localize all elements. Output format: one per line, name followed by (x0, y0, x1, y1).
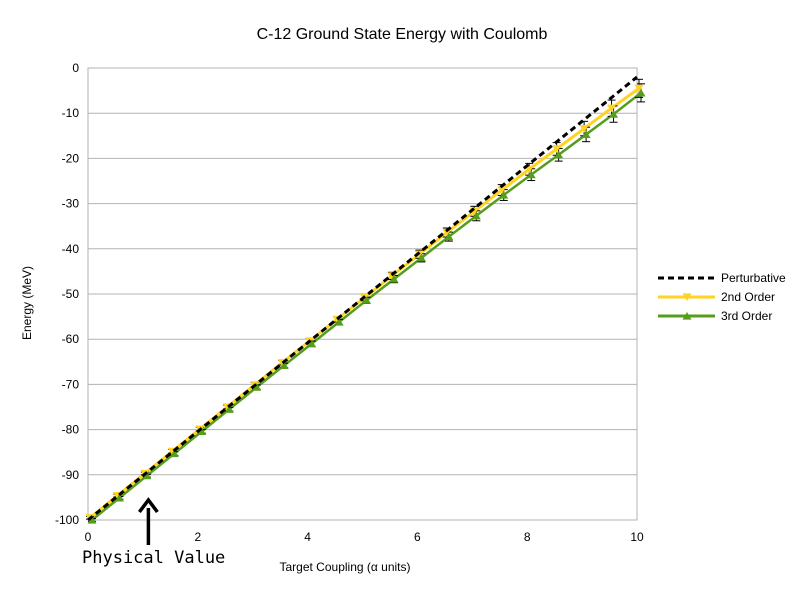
point-3rd-order (499, 190, 509, 199)
point-3rd-order (307, 339, 317, 348)
y-tick-label: -80 (62, 423, 80, 437)
y-tick-label: -30 (62, 197, 80, 211)
point-2nd-order (634, 84, 644, 93)
x-tick-label: 10 (630, 530, 644, 544)
y-tick-label: -60 (62, 332, 80, 346)
series-layer (85, 75, 646, 524)
y-tick-label: -100 (55, 513, 79, 527)
point-3rd-order (471, 211, 481, 220)
point-2nd-order (607, 104, 617, 113)
point-2nd-order (552, 145, 562, 153)
y-tick-label: -10 (62, 106, 80, 120)
point-3rd-order (362, 296, 371, 304)
legend-swatch-marker (682, 293, 692, 302)
legend-swatch-marker (682, 311, 692, 320)
legend-item: Perturbative (658, 271, 786, 285)
point-2nd-order (579, 124, 589, 133)
y-tick-label: -90 (62, 468, 80, 482)
y-tick-label: -70 (62, 377, 80, 391)
point-3rd-order (581, 130, 591, 139)
point-3rd-order (252, 383, 262, 391)
point-3rd-order (444, 232, 454, 241)
point-3rd-order (416, 253, 426, 262)
point-3rd-order (224, 405, 234, 413)
legend-item: 2nd Order (658, 290, 775, 304)
point-3rd-order (609, 110, 619, 118)
point-2nd-order (442, 228, 452, 237)
annotation-group: Physical Value (82, 497, 225, 568)
y-axis-label: Energy (MeV) (20, 266, 34, 340)
point-3rd-order (334, 317, 344, 326)
legend-item: 3rd Order (658, 309, 772, 323)
x-tick-label: 6 (414, 530, 421, 544)
x-tick-label: 0 (85, 530, 92, 544)
chart-title: C-12 Ground State Energy with Coulomb (257, 26, 548, 43)
point-3rd-order (142, 471, 152, 480)
point-3rd-order (554, 150, 564, 159)
point-3rd-order (636, 88, 646, 97)
plot-area-border (87, 67, 638, 521)
series-perturbative-line (87, 75, 638, 522)
legend: Perturbative 2nd Order 3rd Order (658, 271, 786, 323)
point-3rd-order (87, 515, 97, 524)
y-axis-ticks: 0 -10 -20 -30 -40 -50 -60 -70 -80 -90 -100 (55, 61, 79, 527)
legend-label: 3rd Order (721, 309, 772, 323)
y-tick-label: -50 (62, 287, 80, 301)
y-tick-label: -20 (62, 151, 80, 165)
y-tick-label: -40 (62, 242, 80, 256)
x-tick-label: 8 (524, 530, 531, 544)
point-3rd-order (526, 170, 536, 179)
annotation-arrow-head (137, 497, 159, 514)
point-3rd-order (169, 449, 179, 458)
point-3rd-order (114, 493, 124, 502)
point-3rd-order (389, 275, 399, 283)
legend-label: Perturbative (721, 271, 786, 285)
annotation-text: Physical Value (82, 548, 225, 568)
y-tick-label: 0 (72, 61, 79, 75)
legend-label: 2nd Order (721, 290, 775, 304)
x-axis-ticks: 0 2 4 6 8 10 (85, 530, 644, 544)
point-3rd-order (197, 427, 207, 436)
x-tick-label: 2 (194, 530, 201, 544)
x-axis-label: Target Coupling (α units) (280, 560, 411, 574)
point-3rd-order (279, 361, 289, 370)
point-2nd-order (497, 186, 507, 195)
x-tick-label: 4 (304, 530, 311, 544)
